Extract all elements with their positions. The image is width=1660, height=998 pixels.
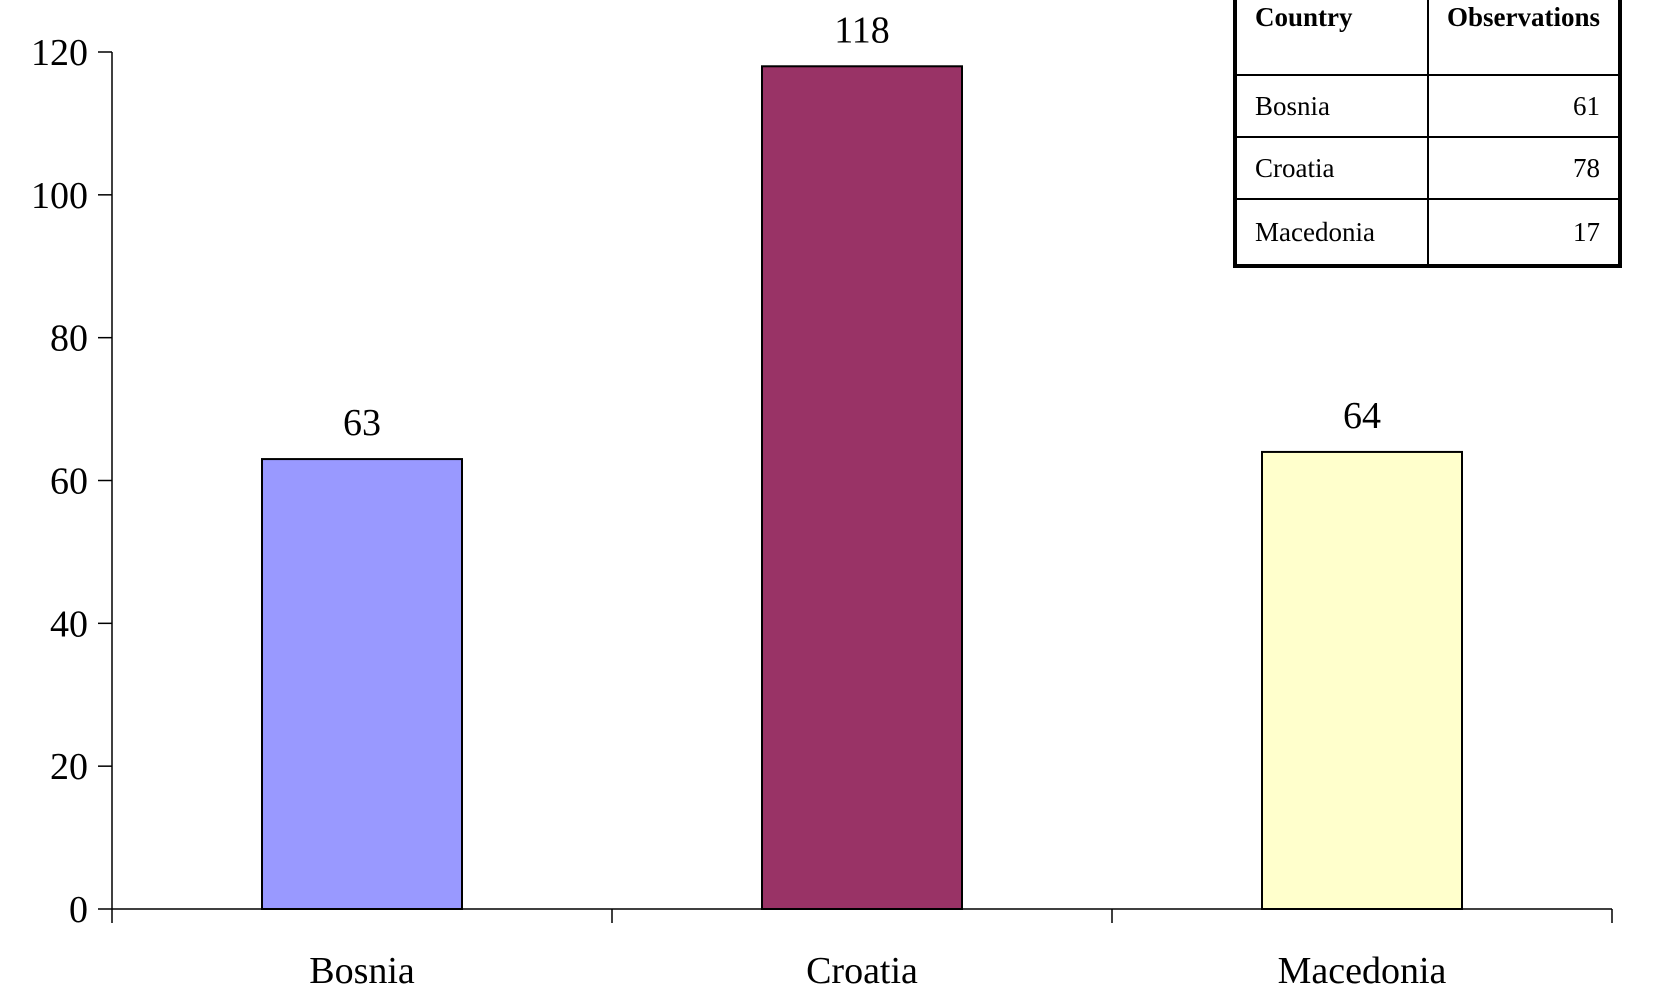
country-cell: Macedonia xyxy=(1234,198,1429,267)
bar-bosnia xyxy=(261,458,463,910)
observations-cell: 78 xyxy=(1426,136,1622,200)
y-tick-label: 0 xyxy=(69,889,88,931)
bar-croatia xyxy=(761,65,963,911)
data-label-croatia: 118 xyxy=(834,9,890,51)
x-tick-label: Macedonia xyxy=(1278,950,1447,992)
y-tick-label: 100 xyxy=(31,175,88,217)
data-label-macedonia: 64 xyxy=(1343,395,1381,437)
bars xyxy=(261,65,1463,911)
data-label-bosnia: 63 xyxy=(343,402,381,444)
table-row: Macedonia 17 xyxy=(1234,198,1622,267)
y-tick-label: 40 xyxy=(50,603,88,645)
observations-cell: 17 xyxy=(1426,198,1622,267)
x-axis: Bosnia Croatia Macedonia xyxy=(111,908,1613,992)
y-tick-label: 60 xyxy=(50,461,88,503)
x-tick-label: Bosnia xyxy=(309,950,415,992)
observations-cell: 61 xyxy=(1426,74,1622,138)
bar-macedonia xyxy=(1261,450,1463,910)
country-cell: Croatia xyxy=(1234,136,1429,200)
value-labels: 63 118 64 xyxy=(343,9,1381,444)
header-country: Country xyxy=(1234,0,1429,76)
observations-table: Country Observations Bosnia 61 Croatia 7… xyxy=(1233,0,1623,268)
y-tick-label: 120 xyxy=(31,32,88,74)
table-row: Croatia 78 xyxy=(1234,136,1622,200)
header-observations: Observations xyxy=(1426,0,1622,76)
table-row: Bosnia 61 xyxy=(1234,74,1622,138)
y-axis: 0 20 40 60 80 100 120 xyxy=(31,32,113,931)
x-tick-label: Croatia xyxy=(806,950,918,992)
country-cell: Bosnia xyxy=(1234,74,1429,138)
table-header-row: Country Observations xyxy=(1234,0,1622,76)
y-tick-label: 20 xyxy=(50,746,88,788)
y-tick-label: 80 xyxy=(50,318,88,360)
